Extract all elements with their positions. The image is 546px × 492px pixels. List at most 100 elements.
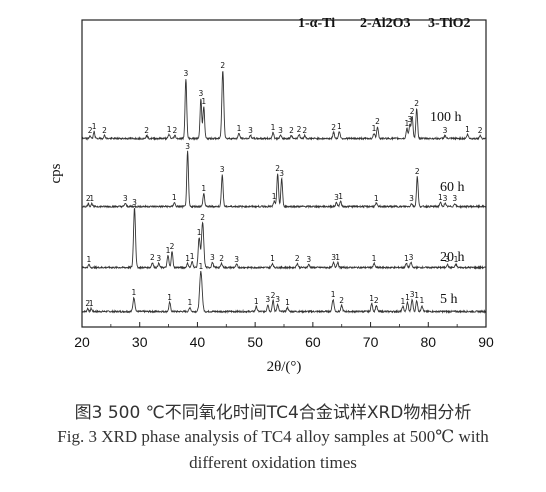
peak-label: 1 [92, 122, 97, 131]
peak-label: 1 [201, 97, 206, 106]
peak-label: 2 [170, 242, 175, 251]
trace-60h [81, 150, 486, 210]
peak-label: 1 [438, 193, 443, 202]
peak-label: 1 [201, 184, 206, 193]
peak-label: 1 [89, 299, 94, 308]
peak-label: 2 [374, 296, 379, 305]
peak-label: 1 [185, 254, 190, 263]
peak-label: 2 [144, 126, 149, 135]
peak-label: 3 [452, 194, 457, 203]
peak-label: 1 [87, 255, 92, 264]
peak-label: 1 [338, 192, 343, 201]
peak-label: 3 [234, 255, 239, 264]
peak-label: 3 [265, 295, 270, 304]
peak-label: 3 [443, 126, 448, 135]
peak-label: 3 [331, 253, 336, 262]
peak-label: 1 [190, 252, 195, 261]
peak-label: 3 [445, 255, 450, 264]
peak-label: 3 [185, 142, 190, 151]
peak-label: 1 [132, 288, 137, 297]
peak-label: 3 [210, 253, 215, 262]
peak-label: 1 [285, 298, 290, 307]
peak-label: 2 [86, 194, 91, 203]
peak-label: 3 [410, 290, 415, 299]
peak-label: 1 [270, 254, 275, 263]
peak-label: 2 [200, 213, 205, 222]
peak-label: 1 [454, 255, 459, 264]
peak-label: 1 [188, 298, 193, 307]
peak-label: 3 [275, 295, 280, 304]
peak-label: 2 [478, 126, 483, 135]
peak-label: 1 [271, 123, 276, 132]
series-labels: 5 h 20 h 60 h 100 h [430, 110, 465, 307]
peak-label: 1 [414, 291, 419, 300]
peak-label: 2 [410, 107, 415, 116]
trace-20h [81, 207, 487, 270]
peak-label: 1 [401, 297, 406, 306]
peak-label: 2 [102, 126, 107, 135]
peak-label: 3 [248, 126, 253, 135]
peak-label: 2 [414, 99, 419, 108]
peak-label: 3 [334, 193, 339, 202]
peak-label: 1 [465, 125, 470, 134]
peak-label: 2 [150, 253, 155, 262]
x-tick-label: 30 [132, 334, 148, 350]
x-tick-label: 40 [190, 334, 206, 350]
peak-label: 1 [199, 262, 204, 271]
peak-label: 2 [271, 291, 276, 300]
series-60h [81, 150, 486, 210]
peak-label: 1 [166, 246, 171, 255]
peak-label: 2 [297, 125, 302, 134]
peak-label: 2 [219, 254, 224, 263]
peak-label: 1 [372, 254, 377, 263]
peak-label: 1 [89, 194, 94, 203]
x-tick-label: 80 [420, 334, 436, 350]
peak-label: 2 [331, 123, 336, 132]
peak-label: 1 [335, 253, 340, 262]
peak-label: 1 [374, 194, 379, 203]
peak-label: 3 [123, 194, 128, 203]
peak-label: 1 [420, 296, 425, 305]
series-100h [81, 71, 487, 141]
y-axis-label: cps [48, 163, 64, 183]
series-label-20h: 20 h [440, 250, 465, 265]
peak-label: 3 [199, 89, 204, 98]
x-tick-label: 70 [363, 334, 379, 350]
series-20h [81, 207, 487, 270]
peak-label: 1 [331, 290, 336, 299]
peak-label: 2 [85, 299, 90, 308]
trace-100h [81, 71, 487, 141]
peak-label: 1 [405, 119, 410, 128]
peak-label: 2 [339, 296, 344, 305]
x-tick-label: 50 [247, 334, 263, 350]
peak-label: 3 [156, 254, 161, 263]
series-label-60h: 60 h [440, 180, 465, 195]
x-tick-label: 60 [305, 334, 321, 350]
caption-chinese: 图3 500 ℃不同氧化时间TC4合金试样XRD物相分析 [74, 403, 472, 423]
peak-label: 2 [295, 254, 300, 263]
peak-label: 1 [337, 122, 342, 131]
peak-label: 3 [407, 115, 412, 124]
peak-label: 1 [172, 193, 177, 202]
xrd-traces [81, 71, 487, 314]
peak-label: 1 [167, 293, 172, 302]
x-tick-label: 20 [74, 334, 90, 350]
series-5h [81, 270, 487, 314]
peak-label: 2 [220, 61, 225, 70]
legend: 1-α-Ti 2-Al2O3 3-TiO2 [298, 16, 471, 31]
series-label-5h: 5 h [440, 292, 458, 307]
peak-label: 2 [88, 126, 93, 135]
peak-label: 3 [409, 194, 414, 203]
caption-english-line2: different oxidation times [189, 453, 357, 472]
peak-label: 1 [369, 294, 374, 303]
peak-label: 1 [197, 228, 202, 237]
x-tick-label: 90 [478, 334, 494, 350]
legend-entry-1: 1-α-Ti [298, 16, 335, 31]
peak-label: 2 [375, 117, 380, 126]
x-axis-label: 2θ/(°) [267, 359, 302, 375]
axes: 20 30 40 50 60 70 80 90 2θ/(°) cps [48, 19, 494, 375]
peak-label: 3 [132, 198, 137, 207]
